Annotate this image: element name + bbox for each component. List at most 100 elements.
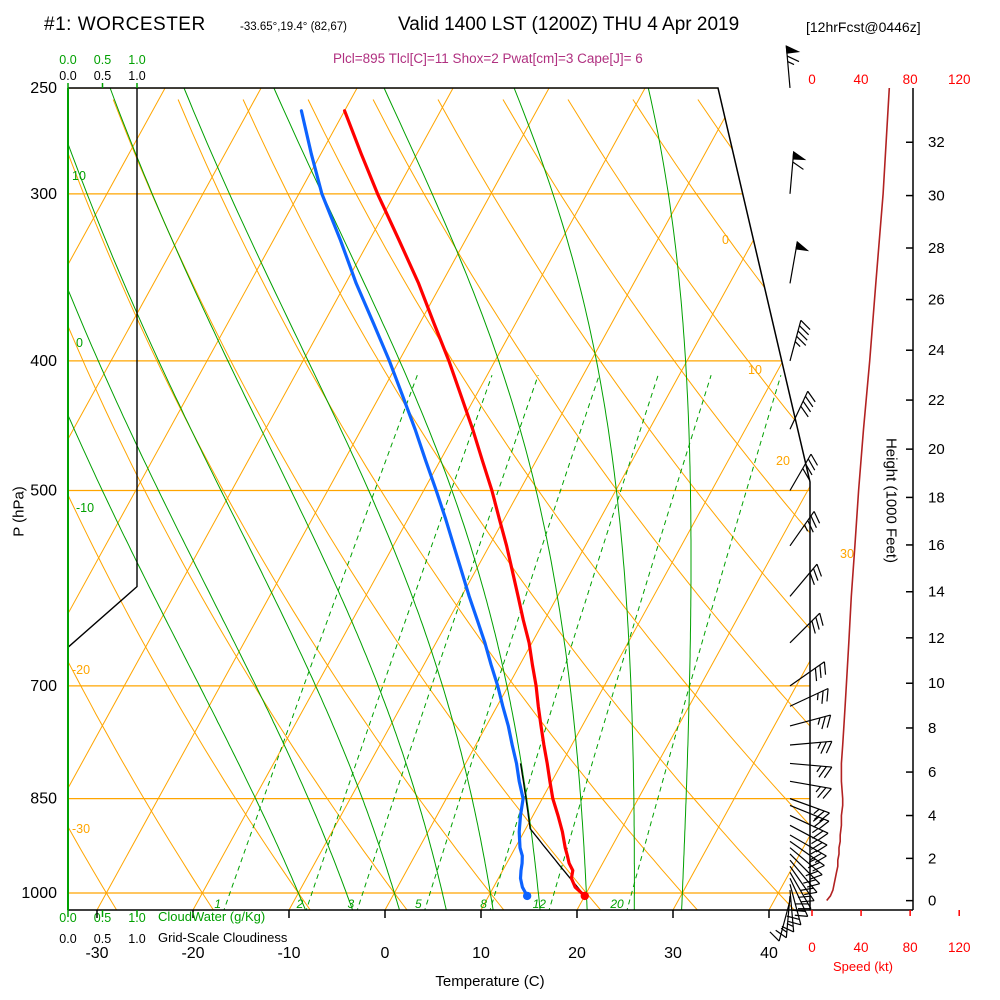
wind-barb-feather [823, 766, 833, 779]
wind-barb-feather [818, 766, 827, 778]
wind-barb-staff [789, 714, 831, 727]
moist-adiabat [183, 88, 495, 910]
height-tick-label: 24 [928, 342, 945, 359]
wind-barb-staff [789, 612, 821, 644]
station-coords: -33.65°,19.4° (82,67) [240, 21, 348, 33]
speed-tick-label: 40 [854, 940, 869, 955]
mixing-ratio-label: 8 [480, 897, 487, 911]
station-title: #1: WORCESTER [44, 14, 206, 35]
surface-dewpoint-dot [522, 891, 532, 901]
wind-barb-half-feather [817, 717, 821, 725]
height-tick-label: 28 [928, 240, 945, 257]
isotherm-label: 30 [840, 547, 854, 561]
wind-barb-half-feather [817, 742, 822, 749]
isotherm [672, 88, 810, 910]
wind-barb-feather [818, 820, 830, 830]
height-tick-label: 14 [928, 584, 945, 601]
isotherm-label: -30 [72, 822, 90, 836]
cloudwater-axis-label: CloudWater (g/Kg) [158, 909, 266, 924]
wind-barb-feather [800, 319, 811, 330]
isotherm [68, 88, 166, 910]
speed-tick-label: 80 [903, 940, 918, 955]
wind-barb-feather [825, 741, 833, 754]
mixing-ratio-labels: 1 2 3 5 8 12 20 [214, 897, 624, 911]
cloudwater-scale-label: 0.0 [59, 53, 76, 67]
isotherm-label: -10 [76, 501, 94, 515]
height-tick-label: 0 [928, 893, 936, 910]
wind-barb-feather [819, 812, 830, 822]
height-tick-label: 4 [928, 808, 936, 825]
dry-adiabat [177, 99, 701, 910]
temperature-tick-label: 20 [568, 945, 586, 962]
wind-barb-feather [801, 900, 815, 903]
isotherm-label: 0 [76, 336, 83, 350]
wind-barb-feather [781, 925, 794, 933]
wind-barb-staff [789, 824, 828, 846]
wind-barb-staff [789, 859, 818, 893]
height-axis-title: Height (1000 Feet) [882, 437, 900, 564]
pressure-gridlines [68, 88, 810, 894]
isotherm-label: -20 [72, 663, 90, 677]
wind-barb-feather [797, 895, 811, 898]
mixing-ratio-line [488, 375, 659, 910]
mixing-ratio-label: 1 [214, 897, 221, 911]
temperature-tick-label: -10 [277, 945, 300, 962]
isotherm-label: 20 [776, 454, 790, 468]
wind-barb-feather [804, 395, 814, 408]
wind-barb-half-feather [808, 858, 816, 863]
wind-barb-half-feather [813, 808, 820, 815]
wind-barb-flag [792, 150, 807, 161]
speed-tick-label: 80 [903, 72, 918, 87]
wind-barbs [769, 45, 833, 942]
speed-tick-label: 0 [808, 940, 816, 955]
temperature-tick-label: 40 [760, 945, 778, 962]
wind-barb-feather [813, 511, 821, 524]
mixing-ratio-label: 3 [348, 897, 355, 911]
inline-isotherm-labels: 10 0 -10 -20 -30 0 10 20 30 [72, 169, 854, 836]
skewt-background [68, 88, 810, 910]
plot-border [68, 87, 811, 910]
wind-barb-half-feather [787, 61, 795, 66]
wind-barb-feather [800, 887, 814, 891]
wind-barb-feather [809, 572, 815, 586]
speed-tick-label: 120 [948, 72, 971, 87]
wind-barb-feather [815, 616, 820, 630]
wind-barb-feather [826, 714, 832, 728]
cloudwater-scale-label: 0.0 [59, 911, 76, 925]
wind-barb-feather [769, 931, 780, 942]
wind-barb-feather [811, 620, 816, 634]
wind-barb-half-feather [816, 765, 822, 773]
wind-barb-staff [789, 661, 825, 687]
wind-barb-feather [813, 818, 825, 828]
temperature-curve [343, 109, 587, 898]
pressure-axis-title: P (hPa) [10, 486, 28, 537]
moist-adiabat [68, 88, 308, 910]
wind-barb-staff [789, 834, 827, 857]
wind-barb-half-feather [780, 927, 788, 933]
wind-barb-half-feather [810, 850, 818, 855]
temperature-tick-label: -20 [181, 945, 204, 962]
moist-adiabats [68, 88, 692, 910]
temperature-tick-label: -30 [85, 945, 108, 962]
wind-barb-feather [822, 788, 832, 799]
cloudwater-scale-label: 1.0 [128, 53, 145, 67]
wind-barb-feather [802, 400, 812, 413]
speed-tick-label: 120 [948, 940, 971, 955]
height-tick-label: 12 [928, 630, 945, 647]
wind-barb-feather [816, 563, 823, 577]
wind-barb-feather [788, 920, 802, 926]
wind-speed-profile [826, 87, 891, 902]
wind-barb-flag [785, 45, 801, 54]
wind-barb-half-feather [816, 693, 819, 701]
wind-barb-feather [799, 325, 810, 336]
wind-barb-feather [813, 810, 825, 820]
wind-barb-staff [789, 511, 815, 547]
wind-barb-half-feather [812, 828, 819, 834]
pressure-tick-label: 1000 [21, 885, 57, 902]
height-tick-label: 30 [928, 188, 945, 205]
isotherm-label: 10 [748, 363, 762, 377]
cloudwater-scale-label: 0.5 [94, 53, 111, 67]
wind-barb-staff [789, 320, 802, 362]
forecast-tag: [12hrFcst@0446z] [806, 19, 921, 35]
